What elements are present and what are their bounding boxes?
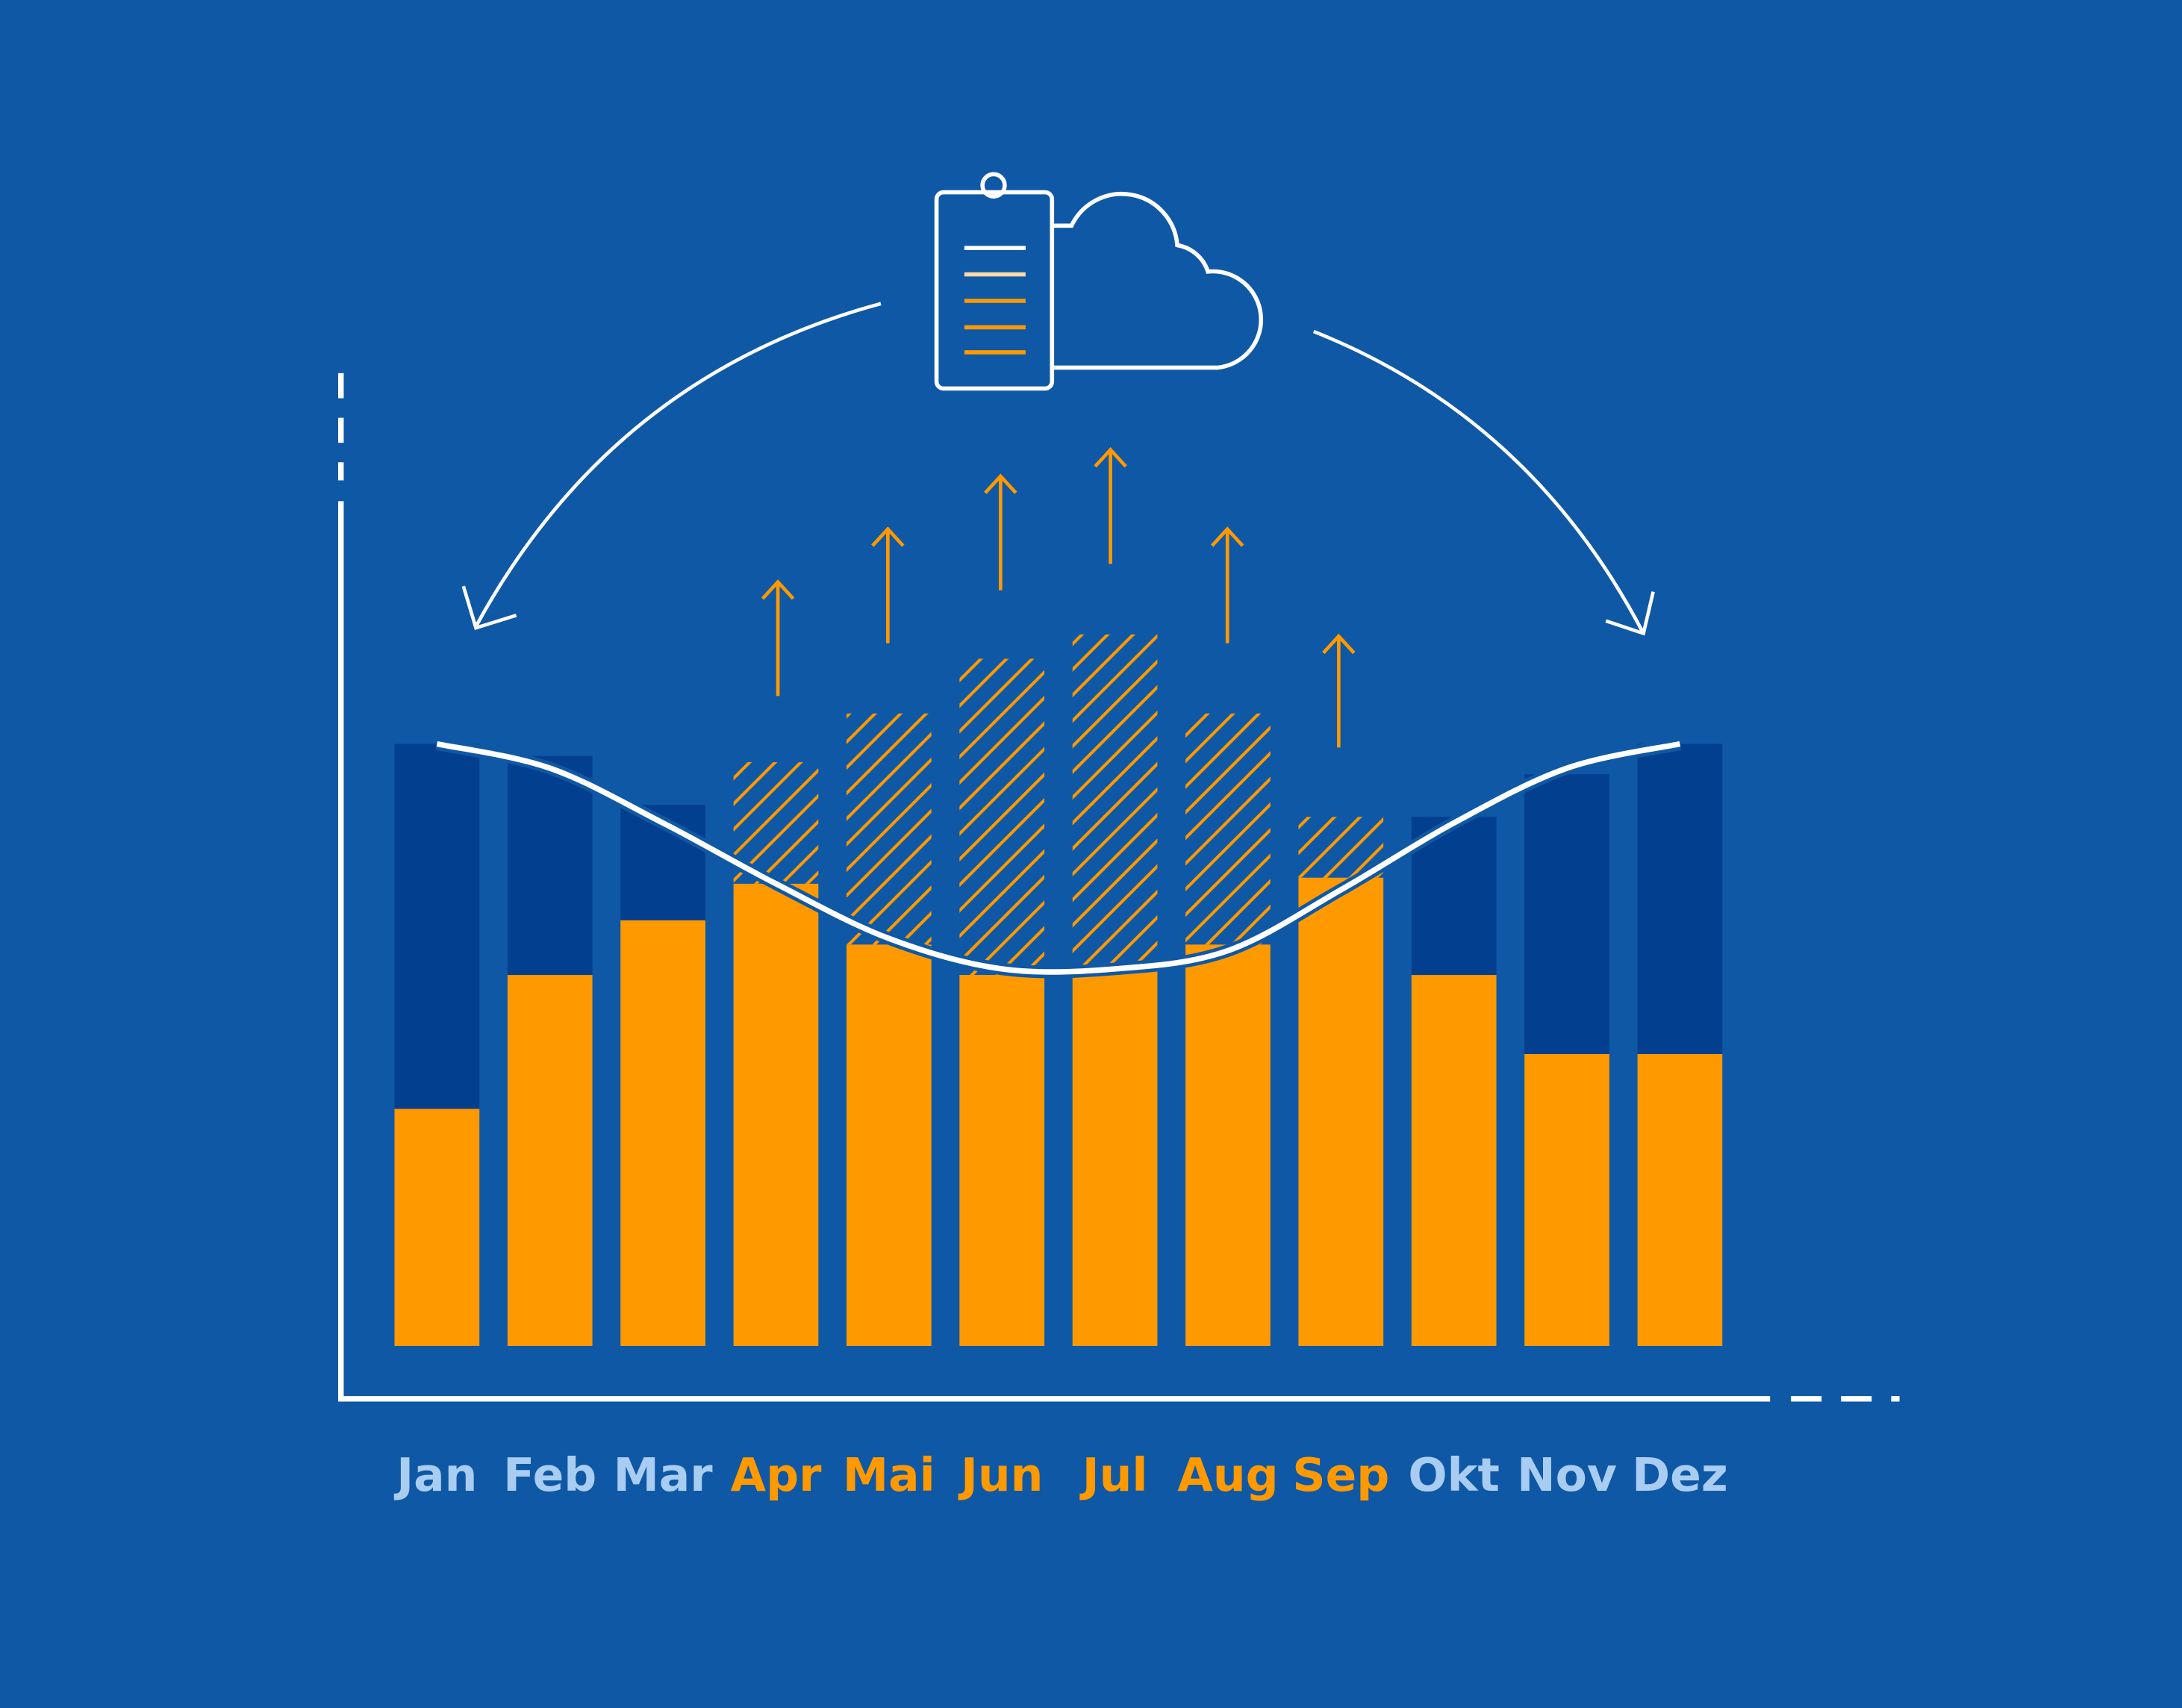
x-tick-label: Jan bbox=[393, 1448, 477, 1502]
x-tick-label: Nov bbox=[1517, 1448, 1617, 1502]
excess-bar bbox=[1072, 634, 1158, 969]
bar bbox=[394, 1109, 480, 1346]
up-arrow bbox=[1094, 447, 1127, 564]
bar bbox=[507, 755, 593, 976]
x-tick-label: Jul bbox=[1079, 1448, 1148, 1502]
x-tick-label: Mar bbox=[614, 1448, 714, 1502]
bar bbox=[620, 920, 705, 1346]
x-tick-label: Apr bbox=[730, 1448, 822, 1502]
labels: Jan Feb Mar Apr Mai Jun Jul Aug Sep Okt Nov Dez bbox=[393, 1448, 1727, 1502]
x-tick-label: Okt bbox=[1408, 1448, 1500, 1502]
up-arrow bbox=[984, 473, 1017, 590]
x-tick-label: Aug bbox=[1177, 1448, 1278, 1502]
bars bbox=[394, 634, 1723, 1346]
up-arrow bbox=[1210, 526, 1244, 643]
excess-bar bbox=[959, 658, 1045, 976]
bar bbox=[1637, 744, 1723, 1054]
bar bbox=[1524, 774, 1609, 1054]
x-tick-label: Jun bbox=[958, 1448, 1043, 1502]
bar bbox=[1072, 968, 1158, 1346]
capacity-line bbox=[436, 741, 1681, 975]
excess-bar bbox=[846, 713, 932, 945]
bar bbox=[733, 883, 819, 1346]
cloud bbox=[1053, 191, 1263, 370]
bar bbox=[959, 975, 1045, 1346]
bar bbox=[846, 944, 932, 1346]
up-arrow bbox=[761, 579, 795, 696]
x-tick-label: Sep bbox=[1292, 1448, 1389, 1502]
arc-right bbox=[1312, 329, 1645, 635]
arc-left bbox=[474, 302, 882, 628]
axes bbox=[337, 373, 1900, 1402]
up-arrow bbox=[871, 526, 905, 643]
bar bbox=[1524, 1053, 1609, 1346]
x-tick-label: Feb bbox=[503, 1448, 596, 1502]
up-arrow bbox=[1322, 633, 1356, 748]
bar bbox=[507, 975, 593, 1346]
clipboard-cloud-icon bbox=[934, 172, 1263, 391]
bar bbox=[1637, 1053, 1723, 1346]
excess-bar bbox=[1185, 713, 1271, 945]
bar bbox=[1298, 877, 1384, 1346]
bar bbox=[1411, 975, 1497, 1346]
clipboard bbox=[934, 190, 1055, 391]
demand-arrows bbox=[761, 447, 1356, 748]
clip bbox=[980, 172, 1007, 199]
arrowhead-right bbox=[1605, 591, 1655, 636]
x-tick-label: Mai bbox=[843, 1448, 935, 1502]
x-tick-label: Dez bbox=[1632, 1448, 1728, 1502]
cycle-arrows bbox=[461, 302, 1655, 636]
bar bbox=[1185, 944, 1271, 1346]
bar bbox=[394, 744, 480, 1109]
arrowhead-left bbox=[461, 585, 517, 630]
